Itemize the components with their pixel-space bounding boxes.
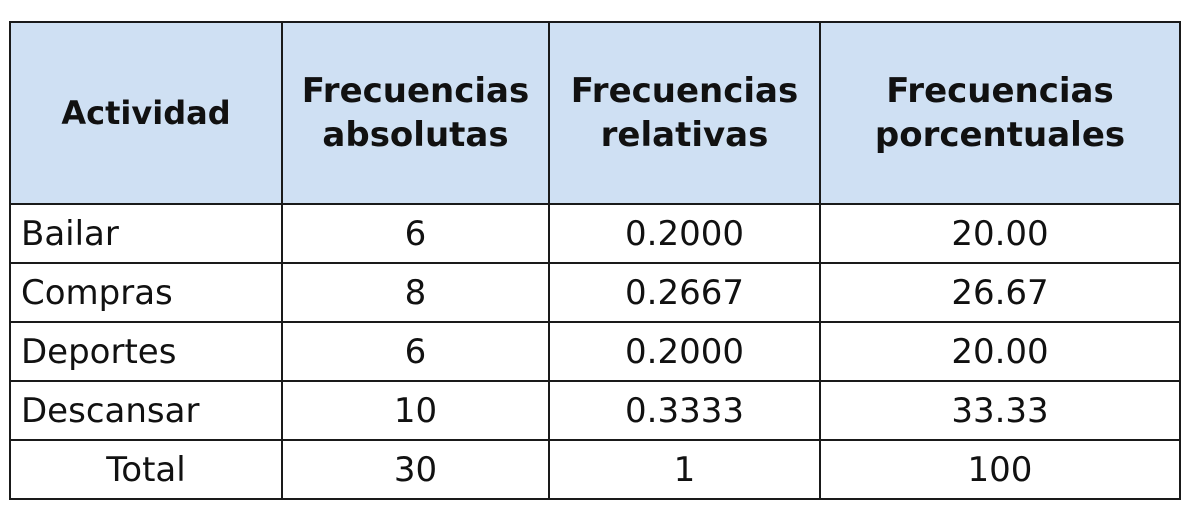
table-row: Bailar 6 0.2000 20.00 [9, 203, 1181, 264]
header-frecuencias-relativas: Frecuencias relativas [548, 21, 821, 205]
total-porcentuales: 100 [819, 439, 1181, 500]
header-absolutas-line2: absolutas [322, 115, 509, 155]
cell-relativas: 0.2667 [548, 262, 821, 323]
cell-porcentuales: 26.67 [819, 262, 1181, 323]
cell-relativas: 0.2000 [548, 203, 821, 264]
cell-relativas: 0.3333 [548, 380, 821, 441]
header-row: Actividad Frecuencias absolutas Frecuenc… [9, 21, 1181, 205]
table-row: Compras 8 0.2667 26.67 [9, 262, 1181, 323]
cell-absolutas: 6 [281, 321, 550, 382]
table-row: Descansar 10 0.3333 33.33 [9, 380, 1181, 441]
cell-absolutas: 8 [281, 262, 550, 323]
header-frecuencias-porcentuales: Frecuencias porcentuales [819, 21, 1181, 205]
table-container: Actividad Frecuencias absolutas Frecuenc… [9, 21, 1181, 500]
header-frecuencias-absolutas: Frecuencias absolutas [281, 21, 550, 205]
cell-actividad: Bailar [9, 203, 283, 264]
cell-actividad: Deportes [9, 321, 283, 382]
total-absolutas: 30 [281, 439, 550, 500]
cell-porcentuales: 20.00 [819, 321, 1181, 382]
total-relativas: 1 [548, 439, 821, 500]
frequency-table: Actividad Frecuencias absolutas Frecuenc… [9, 21, 1181, 500]
cell-relativas: 0.2000 [548, 321, 821, 382]
cell-porcentuales: 20.00 [819, 203, 1181, 264]
table-row: Deportes 6 0.2000 20.00 [9, 321, 1181, 382]
cell-actividad: Descansar [9, 380, 283, 441]
header-porcentuales-line2: porcentuales [874, 115, 1126, 155]
header-actividad: Actividad [9, 21, 283, 205]
header-relativas-line1: Frecuencias [570, 71, 799, 111]
cell-actividad: Compras [9, 262, 283, 323]
header-porcentuales-line1: Frecuencias [886, 71, 1114, 111]
total-row: Total 30 1 100 [9, 439, 1181, 500]
header-actividad-line1: Actividad [61, 94, 231, 132]
header-relativas-line2: relativas [600, 115, 769, 155]
header-absolutas-line1: Frecuencias [301, 71, 530, 111]
total-label: Total [9, 439, 283, 500]
cell-absolutas: 10 [281, 380, 550, 441]
cell-absolutas: 6 [281, 203, 550, 264]
cell-porcentuales: 33.33 [819, 380, 1181, 441]
